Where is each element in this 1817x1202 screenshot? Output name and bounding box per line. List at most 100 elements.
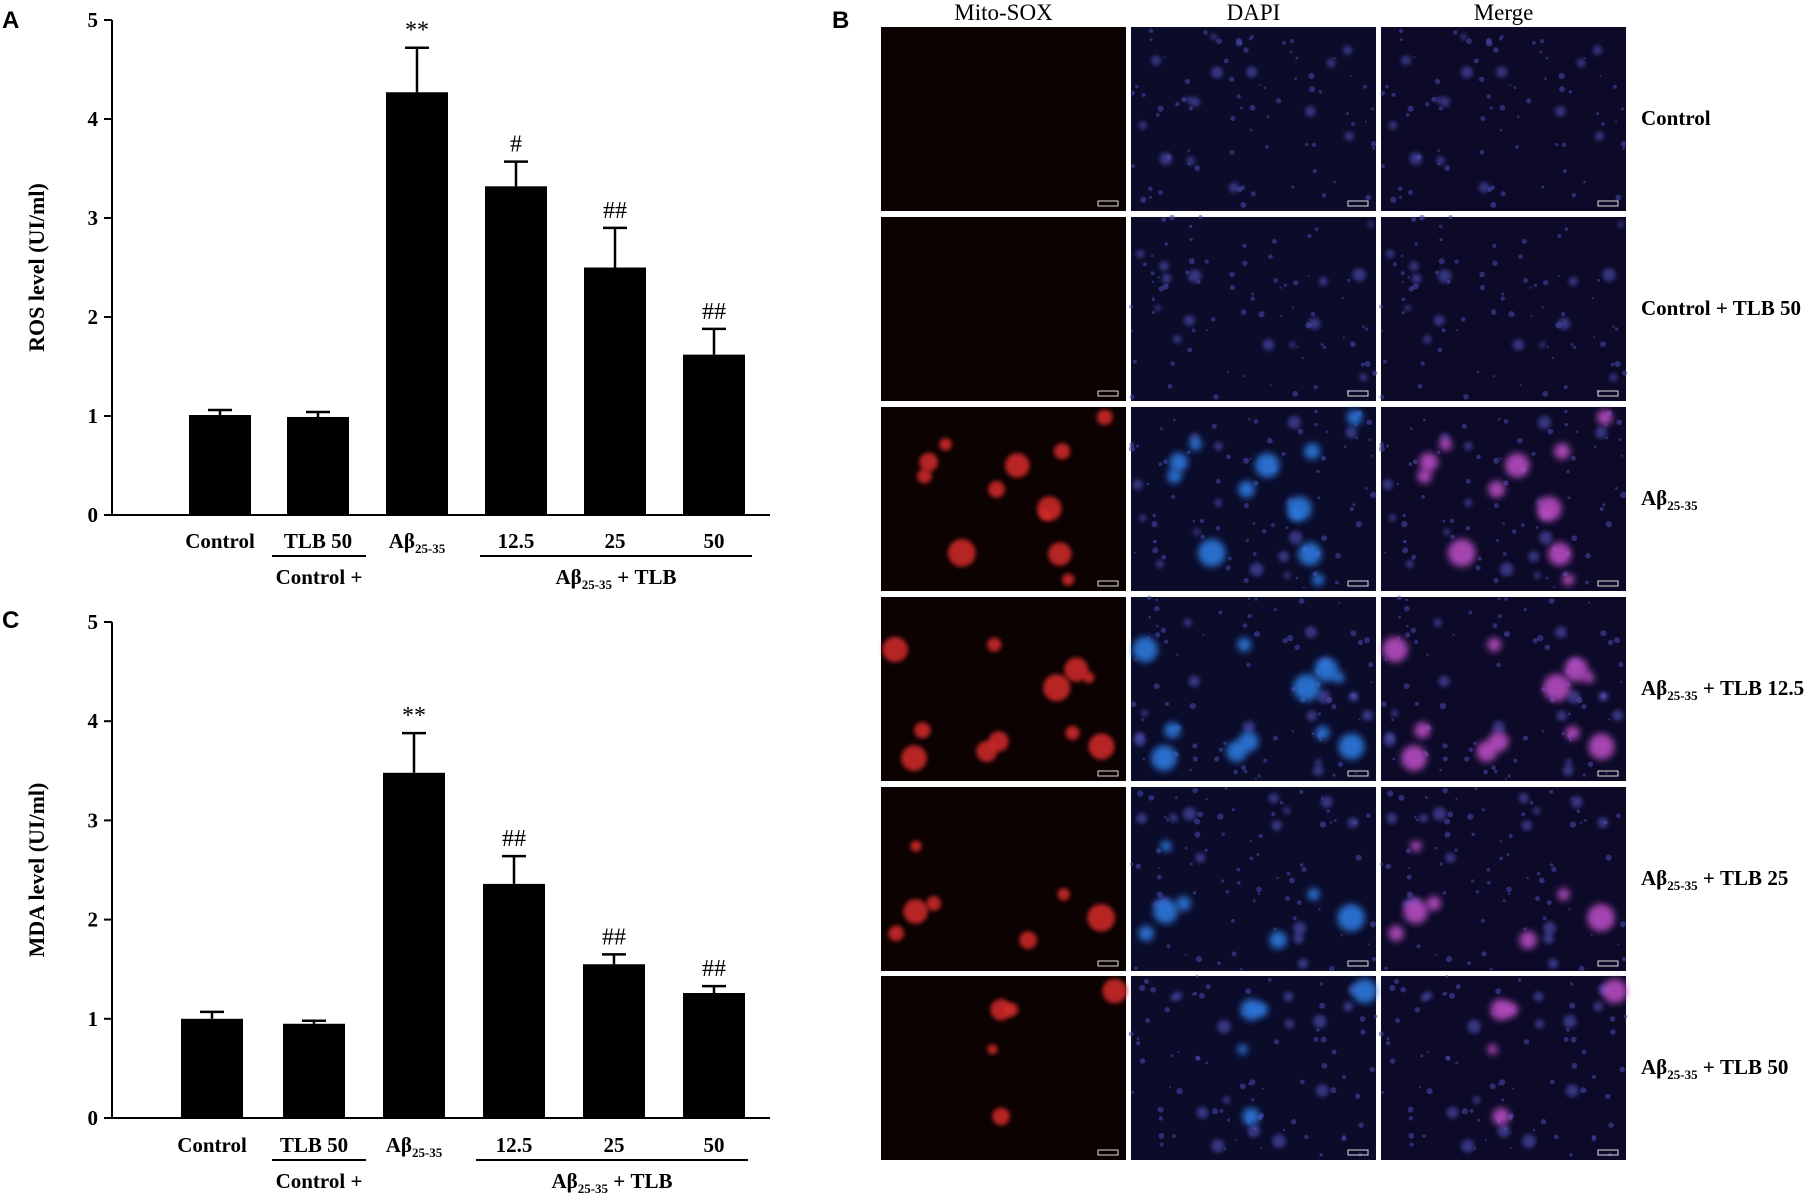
dapi-speck [1286, 871, 1291, 876]
cell-signal [1237, 1044, 1248, 1055]
dapi-nucleus [1155, 560, 1164, 568]
dapi-nucleus [1409, 261, 1419, 272]
dapi-speck [1530, 315, 1533, 318]
dapi-speck [1161, 216, 1167, 222]
dapi-speck [1373, 1014, 1378, 1019]
mito-sox-signal [1048, 542, 1072, 566]
dapi-speck [1240, 309, 1247, 316]
dapi-speck [1497, 614, 1502, 619]
dapi-speck [1301, 866, 1307, 872]
dapi-speck [1452, 633, 1455, 636]
dapi-nucleus [1138, 121, 1147, 130]
dapi-speck [1442, 891, 1447, 895]
dapi-speck [1413, 815, 1417, 819]
dapi-speck [1392, 757, 1396, 761]
cell-signal [1414, 722, 1431, 739]
dapi-nucleus [1284, 1019, 1295, 1029]
dapi-nucleus [1547, 958, 1559, 969]
dapi-speck [1449, 518, 1455, 524]
dapi-nucleus [1195, 852, 1206, 863]
dapi-speck [1613, 84, 1617, 89]
dapi-speck [1218, 747, 1223, 752]
mito-sox-signal [987, 637, 1002, 652]
dapi-speck [1501, 292, 1505, 296]
dapi-speck [1386, 1037, 1390, 1041]
dapi-speck [1513, 758, 1518, 763]
dapi-speck [1203, 30, 1208, 35]
dapi-speck [1521, 812, 1526, 817]
dapi-speck [1468, 610, 1473, 615]
dapi-speck [1445, 1055, 1451, 1061]
dapi-speck [1228, 76, 1235, 83]
dapi-speck [1549, 789, 1554, 794]
dapi-speck [1192, 891, 1197, 895]
dapi-speck [1186, 450, 1191, 455]
dapi-nucleus [1344, 131, 1354, 141]
dapi-speck [1359, 1016, 1366, 1022]
dapi-speck [1153, 683, 1160, 690]
dapi-speck [1152, 513, 1156, 518]
dapi-speck [1266, 115, 1270, 119]
mda-chart: 0 1 2 3 4 5 MDA level (UI/ml) Control TLB 50 ** Aβ… [24, 610, 770, 1196]
dapi-speck [1506, 886, 1512, 893]
mito-sox-signal [926, 896, 941, 911]
dapi-speck [1569, 1153, 1573, 1157]
dapi-speck [1164, 701, 1170, 707]
dapi-speck [1273, 607, 1277, 612]
dapi-speck [1441, 328, 1446, 333]
dapi-speck [1230, 116, 1236, 122]
dapi-nucleus [1534, 1019, 1545, 1029]
dapi-speck [1481, 808, 1485, 812]
dapi-nucleus [1576, 58, 1586, 68]
dapi-speck [1200, 534, 1205, 539]
dapi-speck [1467, 961, 1471, 966]
dapi-speck [1435, 270, 1439, 275]
dapi-speck [1383, 551, 1386, 554]
micrograph [1129, 214, 1378, 401]
dapi-speck [1599, 74, 1602, 77]
micrograph-background [1381, 787, 1626, 971]
dapi-speck [1405, 848, 1412, 854]
bar [583, 964, 645, 1118]
dapi-speck [1269, 384, 1272, 387]
dapi-speck [1246, 662, 1251, 668]
dapi-speck [1414, 1007, 1420, 1013]
dapi-nucleus [1539, 531, 1553, 545]
category-label: TLB 50 [284, 529, 352, 553]
dapi-speck [1223, 58, 1229, 64]
dapi-speck [1579, 821, 1583, 824]
dapi-nucleus [1246, 66, 1258, 78]
dapi-speck [1249, 1079, 1256, 1086]
dapi-speck [1276, 876, 1279, 880]
group-label-abeta: Aβ25-35 + TLB [555, 565, 676, 592]
mito-sox-signal [1040, 509, 1051, 520]
dapi-speck [1129, 442, 1135, 447]
dapi-speck [1608, 1122, 1614, 1128]
dapi-speck [1529, 286, 1532, 289]
category-label: TLB 50 [280, 1133, 348, 1157]
dapi-speck [1231, 951, 1237, 957]
dapi-speck [1582, 773, 1586, 777]
dapi-speck [1312, 168, 1318, 174]
dapi-speck [1479, 271, 1485, 278]
dapi-speck [1282, 637, 1288, 644]
dapi-speck [1569, 821, 1576, 828]
dapi-speck [1157, 867, 1161, 870]
dapi-speck [1256, 853, 1260, 856]
dapi-nucleus [1159, 261, 1169, 272]
scale-bar [1097, 390, 1119, 397]
dapi-speck [1444, 831, 1451, 838]
dapi-speck [1136, 1040, 1141, 1046]
dapi-nucleus [1543, 921, 1557, 935]
dapi-speck [1384, 966, 1388, 971]
dapi-nucleus [1182, 807, 1197, 821]
dapi-speck [1304, 1134, 1309, 1140]
dapi-speck [1254, 777, 1257, 780]
dapi-nucleus [1287, 415, 1301, 429]
dapi-speck [1297, 428, 1304, 435]
dapi-speck [1493, 457, 1500, 464]
dapi-speck [1499, 104, 1506, 111]
dapi-speck [1515, 145, 1519, 149]
dapi-speck [1249, 856, 1254, 861]
dapi-speck [1416, 818, 1420, 822]
